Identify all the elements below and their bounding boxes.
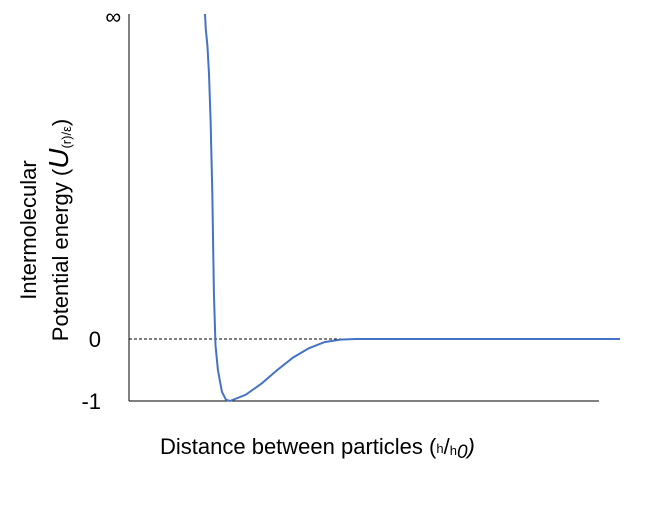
y-axis-label-line1: Intermolecular (16, 160, 41, 299)
potential-energy-curve (204, 13, 620, 403)
x-axis-label-denominator-sub: 0 (457, 442, 468, 463)
y-axis-label-line2: Potential energy (U(r)/ε) (43, 119, 74, 341)
y-tick-label-zero: 0 (89, 327, 101, 352)
y-axis-label-close: ) (48, 119, 73, 126)
y-axis-label-subscript: (r)/ε (59, 126, 74, 149)
y-tick-label-minus-one: -1 (81, 389, 101, 414)
x-axis-label-main: Distance between particles ( (160, 434, 437, 459)
x-axis-label: Distance between particles (h/h0) (160, 434, 475, 463)
x-axis-label-numerator: h (436, 441, 443, 456)
x-axis-label-denominator: h (450, 443, 457, 458)
y-tick-label-infinity: ∞ (105, 4, 121, 29)
x-axis-label-slash: / (444, 434, 451, 459)
x-axis-label-close: ) (465, 434, 475, 459)
y-axis-label-symbol: U (43, 148, 74, 169)
y-axis-label-line2-main: Potential energy ( (48, 168, 73, 341)
y-axis-label: Intermolecular (16, 160, 41, 299)
y-axis-label-line2-group: Potential energy (U(r)/ε) (43, 119, 74, 341)
